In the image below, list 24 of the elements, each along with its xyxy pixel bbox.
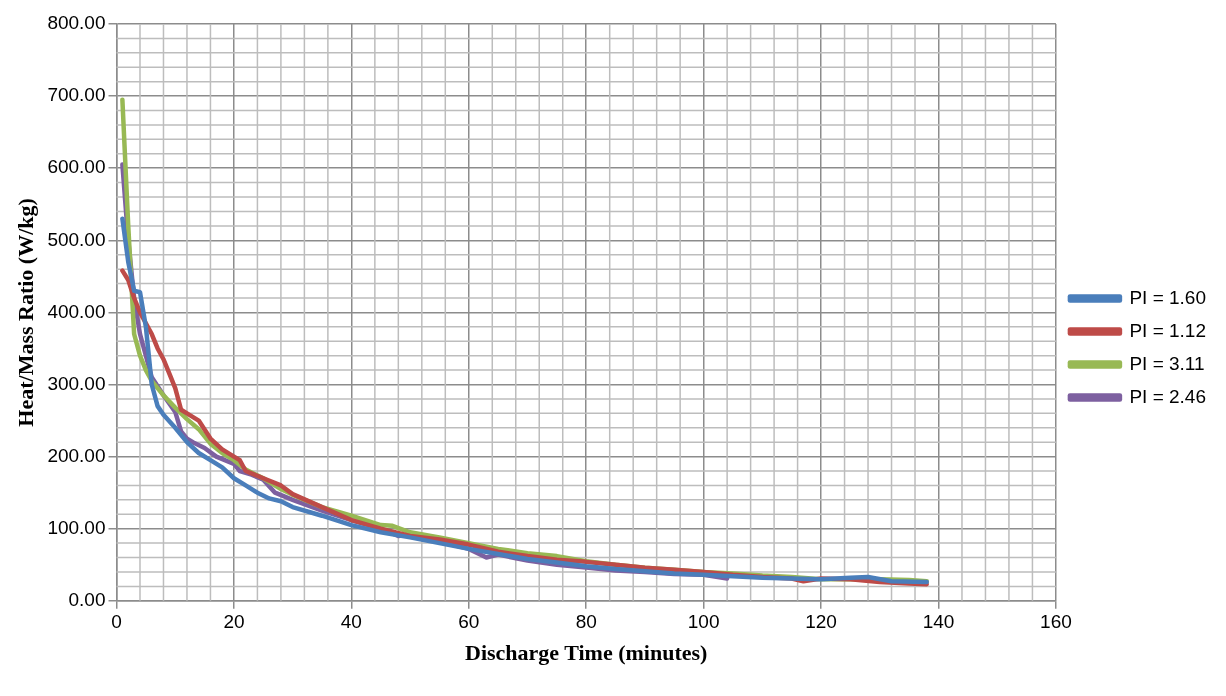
x-tick-label: 60	[458, 611, 480, 633]
y-tick-label: 600.00	[47, 156, 106, 178]
y-axis-title: Heat/Mass Ratio (W/kg)	[12, 198, 38, 427]
x-tick-label: 0	[111, 611, 122, 633]
legend-label: PI = 1.60	[1129, 286, 1207, 308]
y-tick-label: 100.00	[47, 516, 106, 538]
y-tick-label: 500.00	[47, 228, 106, 250]
y-tick-label: 400.00	[47, 300, 106, 322]
x-tick-label: 40	[340, 611, 362, 633]
legend-label: PI = 1.12	[1129, 319, 1207, 341]
x-tick-label: 120	[805, 611, 837, 633]
x-axis-title: Discharge Time (minutes)	[465, 640, 708, 666]
y-tick-label: 200.00	[47, 444, 106, 466]
x-tick-label: 100	[687, 611, 720, 633]
y-tick-label: 700.00	[47, 84, 106, 106]
y-tick-label: 300.00	[47, 372, 106, 394]
legend-label: PI = 3.11	[1129, 352, 1205, 374]
x-tick-label: 140	[922, 611, 955, 633]
y-tick-label: 800.00	[47, 12, 106, 34]
y-tick-label: 0.00	[68, 589, 106, 611]
x-tick-label: 80	[575, 611, 597, 633]
legend-label: PI = 2.46	[1129, 385, 1207, 407]
x-tick-label: 160	[1040, 611, 1072, 633]
x-tick-label: 20	[223, 611, 245, 633]
